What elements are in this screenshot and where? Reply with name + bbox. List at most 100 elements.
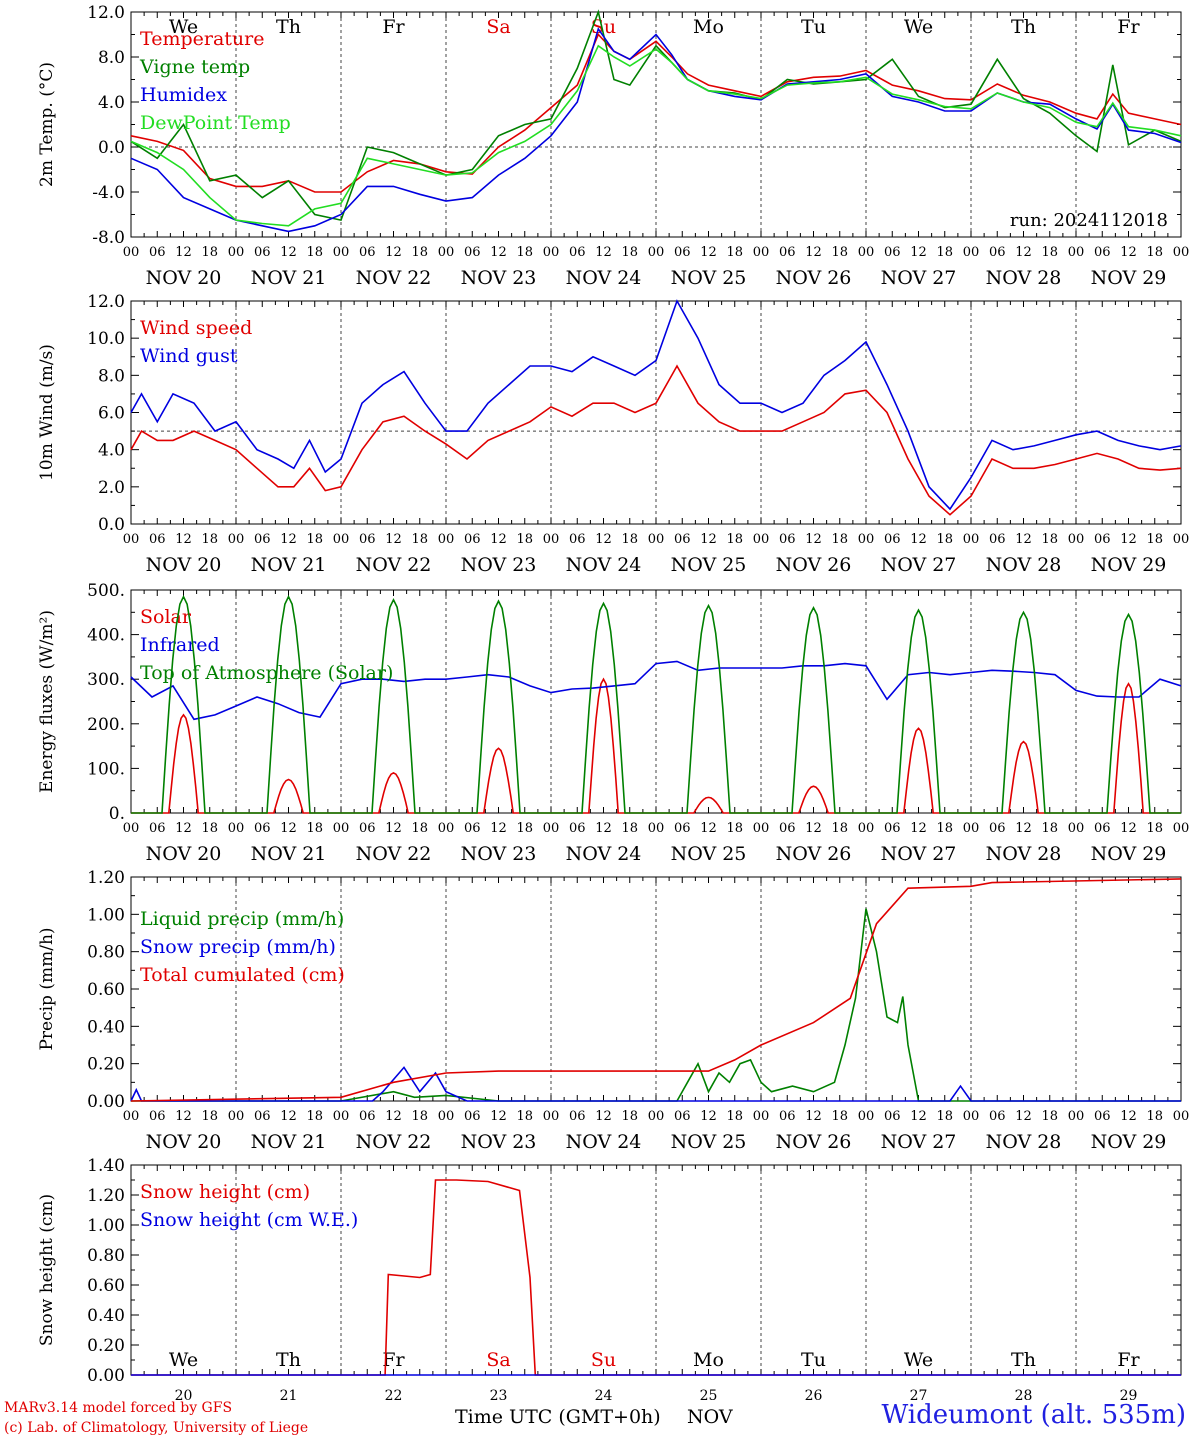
date-label: NOV 26	[776, 843, 852, 865]
hour-tick-label: 00	[543, 821, 560, 836]
hour-tick-label: 18	[831, 821, 848, 836]
hour-tick-label: 06	[149, 245, 166, 260]
y-axis-title: 2m Temp. (°C)	[37, 62, 57, 187]
hour-tick-label: 00	[963, 1109, 980, 1124]
hour-tick-label: 18	[1041, 532, 1058, 547]
hour-tick-label: 06	[359, 532, 376, 547]
panel-4: 0.00 0.20 0.40 0.60 0.80 1.00 1.20 Precip (mm/h…	[37, 868, 1189, 1153]
y-tick-label: 0.60	[87, 980, 125, 1000]
hour-tick-label: 06	[254, 245, 271, 260]
hour-tick-label: 00	[753, 1109, 770, 1124]
hour-tick-label: 12	[280, 532, 297, 547]
date-label: NOV 22	[356, 1131, 432, 1153]
legend-entry: Snow height (cm W.E.)	[140, 1209, 358, 1231]
hour-tick-label: 18	[726, 1109, 743, 1124]
date-label: NOV 22	[356, 843, 432, 865]
legend-entry: Wind gust	[140, 345, 238, 367]
hour-tick-label: 06	[254, 532, 271, 547]
hour-tick-label: 18	[621, 532, 638, 547]
hour-tick-label: 06	[464, 1109, 481, 1124]
hour-tick-label: 06	[779, 245, 796, 260]
y-tick-label: 500.	[87, 581, 125, 601]
hour-tick-label: 00	[648, 245, 665, 260]
hour-tick-label: 18	[516, 532, 533, 547]
hour-tick-label: 06	[989, 245, 1006, 260]
time-axis-title: Time UTC (GMT+0h)	[455, 1406, 661, 1428]
series-line-wind-speed	[130, 364, 1182, 516]
y-tick-label: 0.	[109, 804, 125, 824]
weekday-label: Fr	[1117, 1349, 1140, 1371]
date-label: NOV 28	[986, 267, 1062, 289]
y-tick-label: 4.0	[98, 93, 125, 113]
hour-tick-label: 12	[805, 1109, 822, 1124]
weekday-label: Mo	[693, 16, 724, 38]
model-credit: MARv3.14 model forced by GFS	[4, 1400, 233, 1416]
legend-entry: DewPoint Temp	[140, 112, 291, 134]
hour-tick-label: 06	[149, 1109, 166, 1124]
date-label: NOV 21	[251, 554, 327, 576]
day-number-label: 23	[490, 1388, 508, 1404]
y-tick-label: -4.0	[92, 183, 125, 203]
hour-tick-label: 12	[700, 821, 717, 836]
weekday-label: Sa	[486, 16, 510, 38]
hour-tick-label: 00	[333, 821, 350, 836]
hour-tick-label: 12	[490, 532, 507, 547]
hour-tick-label: 18	[1146, 532, 1163, 547]
date-label: NOV 26	[776, 1131, 852, 1153]
hour-tick-label: 06	[1094, 1109, 1111, 1124]
hour-tick-label: 18	[516, 245, 533, 260]
date-label: NOV 25	[671, 1131, 747, 1153]
weekday-label: Fr	[382, 1349, 405, 1371]
legend-entry: Infrared	[140, 634, 220, 656]
date-label: NOV 22	[356, 554, 432, 576]
hour-tick-label: 12	[1015, 245, 1032, 260]
hour-tick-label: 00	[1173, 532, 1190, 547]
hour-tick-label: 06	[779, 1109, 796, 1124]
day-number-label: 21	[280, 1388, 298, 1404]
hour-tick-label: 12	[175, 821, 192, 836]
day-number-label: 28	[1015, 1388, 1033, 1404]
y-tick-label: 0.20	[87, 1336, 125, 1356]
y-axis-title: Snow height (cm)	[37, 1194, 57, 1346]
hour-tick-label: 06	[1094, 245, 1111, 260]
hour-tick-label: 18	[831, 1109, 848, 1124]
y-tick-label: 400.	[87, 626, 125, 646]
hour-tick-label: 12	[280, 1109, 297, 1124]
hour-tick-label: 18	[1146, 245, 1163, 260]
hour-tick-label: 00	[1173, 1109, 1190, 1124]
y-tick-label: 8.0	[98, 48, 125, 68]
date-label: NOV 23	[461, 843, 537, 865]
hour-tick-label: 12	[1015, 1109, 1032, 1124]
weekday-label: Su	[591, 1349, 616, 1371]
date-label: NOV 23	[461, 1131, 537, 1153]
weekday-label: Sa	[486, 1349, 510, 1371]
hour-tick-label: 12	[595, 821, 612, 836]
hour-tick-label: 12	[490, 1109, 507, 1124]
day-number-label: 29	[1120, 1388, 1138, 1404]
date-label: NOV 21	[251, 1131, 327, 1153]
hour-tick-label: 12	[175, 1109, 192, 1124]
hour-tick-label: 06	[884, 532, 901, 547]
hour-tick-label: 18	[306, 532, 323, 547]
hour-tick-label: 12	[595, 1109, 612, 1124]
hour-tick-label: 06	[569, 821, 586, 836]
y-tick-label: 6.0	[98, 404, 125, 424]
hour-tick-label: 06	[254, 821, 271, 836]
hour-tick-label: 12	[1120, 532, 1137, 547]
hour-tick-label: 06	[464, 532, 481, 547]
hour-tick-label: 12	[1120, 821, 1137, 836]
hour-tick-label: 12	[700, 245, 717, 260]
hour-tick-label: 00	[648, 821, 665, 836]
hour-tick-label: 00	[228, 245, 245, 260]
hour-tick-label: 00	[123, 821, 140, 836]
hour-tick-label: 06	[569, 532, 586, 547]
hour-tick-label: 18	[201, 1109, 218, 1124]
date-label: NOV 23	[461, 554, 537, 576]
legend-entry: Vigne temp	[139, 56, 250, 78]
hour-tick-label: 06	[779, 821, 796, 836]
hour-tick-label: 18	[831, 532, 848, 547]
legend-entry: Temperature	[140, 28, 264, 50]
legend-entry: Humidex	[140, 84, 227, 106]
hour-tick-label: 00	[858, 245, 875, 260]
